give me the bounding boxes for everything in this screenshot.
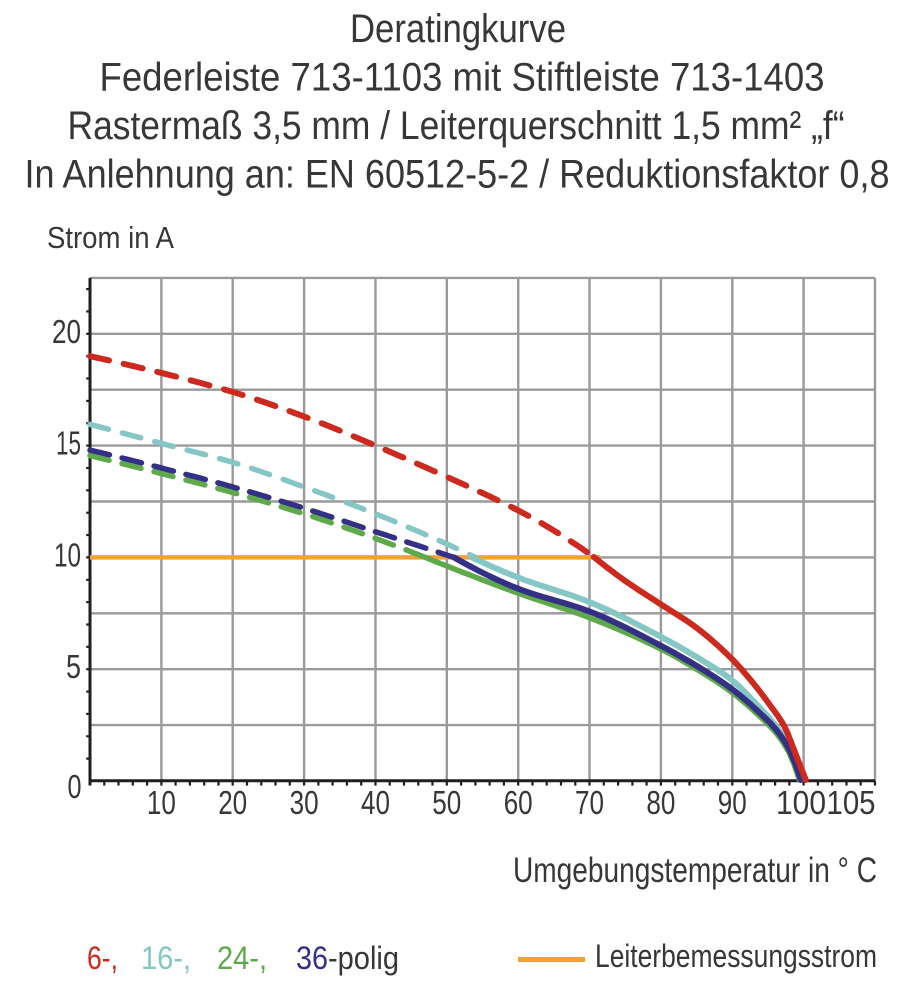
svg-text:20: 20 (52, 313, 81, 350)
svg-text:Federleiste 713-1103 mit Stift: Federleiste 713-1103 mit Stiftleiste 713… (100, 56, 825, 100)
svg-text:6-,: 6-, (87, 940, 118, 976)
svg-text:105: 105 (827, 784, 876, 821)
svg-text:Leiterbemessungsstrom: Leiterbemessungsstrom (595, 938, 877, 974)
svg-text:100: 100 (776, 784, 826, 821)
svg-text:10: 10 (54, 536, 81, 573)
svg-text:Rastermaß 3,5 mm / Leiterquers: Rastermaß 3,5 mm / Leiterquerschnitt 1,5… (68, 104, 845, 148)
svg-text:5: 5 (66, 648, 81, 685)
svg-text:24-,: 24-, (217, 940, 267, 976)
svg-text:20: 20 (218, 784, 247, 821)
svg-text:10: 10 (147, 784, 176, 821)
svg-text:0: 0 (68, 768, 82, 805)
svg-text:90: 90 (718, 784, 747, 821)
svg-text:Strom in A: Strom in A (47, 220, 174, 255)
svg-text:Deratingkurve: Deratingkurve (350, 7, 566, 51)
svg-text:15: 15 (56, 425, 81, 462)
svg-text:Umgebungstemperatur in ° C: Umgebungstemperatur in ° C (513, 851, 877, 890)
svg-text:-polig: -polig (328, 940, 399, 976)
svg-text:16-,: 16-, (141, 940, 191, 976)
svg-text:36: 36 (296, 940, 328, 976)
svg-text:60: 60 (504, 784, 533, 821)
svg-text:40: 40 (361, 784, 390, 821)
svg-text:80: 80 (646, 784, 675, 821)
svg-text:30: 30 (290, 784, 319, 821)
svg-text:50: 50 (432, 784, 461, 821)
svg-text:70: 70 (575, 784, 604, 821)
svg-text:In Anlehnung an: EN 60512-5-2: In Anlehnung an: EN 60512-5-2 / Reduktio… (25, 153, 890, 197)
